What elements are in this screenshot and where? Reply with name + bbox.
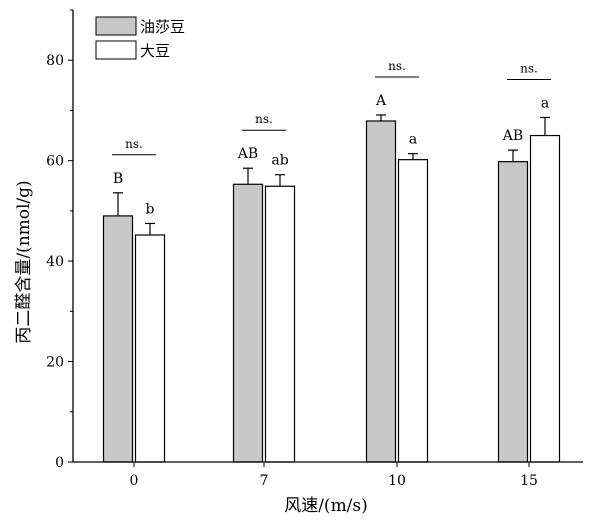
significance-letter: a: [541, 95, 549, 111]
legend: 油莎豆 大豆: [95, 16, 185, 60]
legend-swatch-youshadou: [95, 16, 137, 36]
x-axis-title: 风速/(m/s): [284, 496, 368, 516]
bar: [232, 183, 264, 463]
significance-letter: B: [113, 171, 123, 187]
bar: [397, 159, 429, 463]
significance-letter: ab: [271, 153, 288, 169]
legend-label-youshadou: 油莎豆: [140, 18, 185, 36]
x-tick-label: 15: [520, 473, 538, 489]
significance-letter: A: [375, 93, 387, 109]
x-tick-label: 7: [260, 473, 269, 489]
significance-letter: a: [409, 132, 417, 148]
axes-layer: [72, 10, 583, 463]
significance-letter: b: [146, 201, 155, 217]
ticks-layer: 0 20 40 60 80 0 7 10 15: [46, 9, 538, 489]
bar: [102, 215, 134, 463]
bar: [529, 134, 561, 463]
comparison-label: ns.: [520, 61, 538, 75]
bar: [134, 234, 166, 463]
significance-letter: AB: [502, 128, 523, 144]
x-tick-label: 0: [130, 473, 139, 489]
legend-label-dadou: 大豆: [140, 42, 170, 60]
y-tick-label: 40: [46, 254, 64, 270]
comparison-label: ns.: [125, 137, 143, 151]
bars-layer: [102, 114, 561, 463]
bar: [497, 161, 529, 463]
significance-letter: AB: [237, 146, 258, 162]
x-tick-label: 10: [388, 473, 406, 489]
y-tick-label: 60: [46, 154, 64, 170]
y-tick-label: 20: [46, 355, 64, 371]
bar: [264, 185, 296, 463]
annotations-layer: Bb ns. AB ab ns. Aa ns. AB a ns.: [112, 59, 551, 217]
y-tick-label: 0: [55, 455, 64, 471]
comparison-label: ns.: [255, 112, 273, 126]
y-tick-label: 80: [46, 53, 64, 69]
comparison-label: ns.: [388, 59, 406, 73]
legend-swatch-dadou: [95, 40, 137, 60]
y-axis-title: 丙二醛含量/(nmol/g): [14, 180, 34, 343]
bar: [365, 120, 397, 463]
